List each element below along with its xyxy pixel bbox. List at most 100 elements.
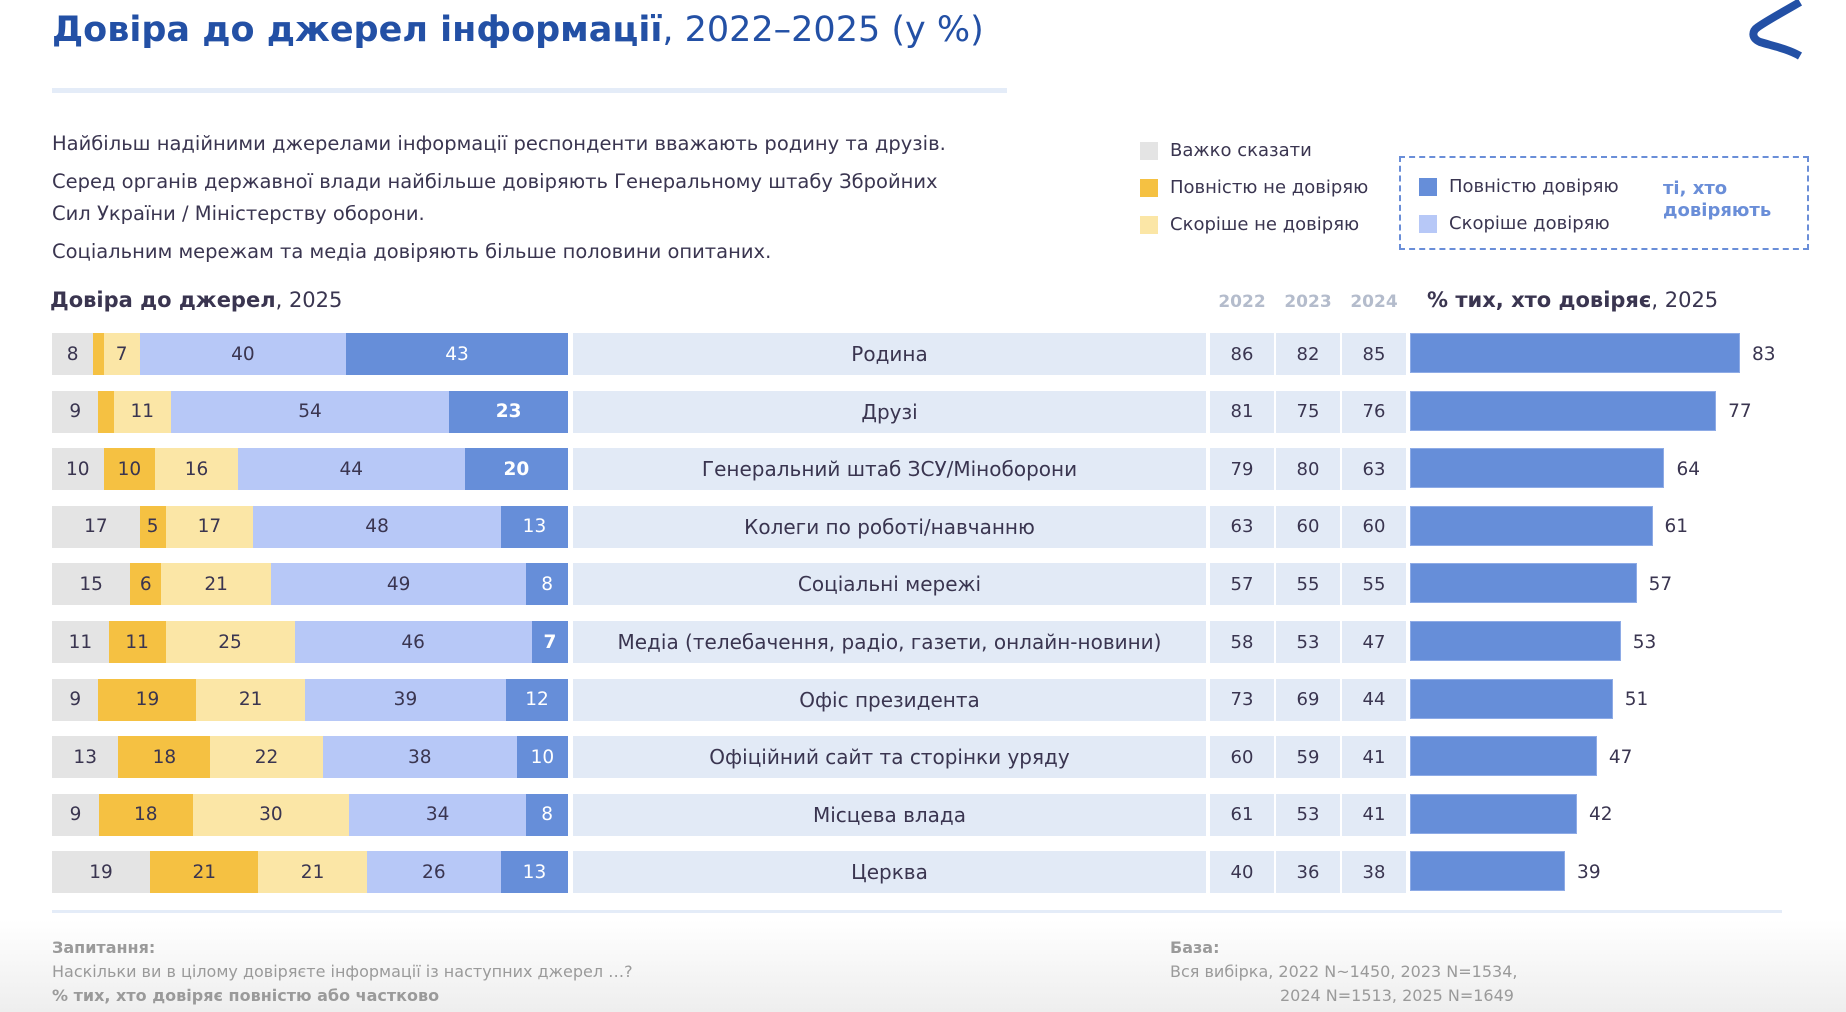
year-value-2022: 81 (1210, 390, 1274, 433)
year-value-2022: 63 (1210, 505, 1274, 548)
category-label: Медіа (телебачення, радіо, газети, онлай… (573, 621, 1206, 663)
segment-rather-distrust: 7 (103, 333, 140, 375)
segment-rather-distrust: 11 (113, 390, 171, 433)
year-value-2023: 60 (1276, 505, 1340, 548)
year-header-2023: 2023 (1284, 292, 1332, 312)
year-value-2024: 41 (1342, 736, 1406, 779)
segment-rather-distrust: 22 (210, 736, 323, 779)
category-label: Родина (573, 333, 1206, 375)
segment-fully-distrust: 5 (139, 505, 166, 548)
legend-distrust: Важко сказати Повністю не довіряю Скоріш… (1140, 132, 1368, 243)
base-label: База: (1170, 938, 1220, 957)
chart-row: 11 11 25 46 7 Медіа (телебачення, радіо, газе… (0, 621, 1846, 663)
segment-rather-distrust: 25 (165, 621, 295, 663)
year-value-2023: 53 (1276, 621, 1340, 663)
category-label: Друзі (573, 390, 1206, 433)
segment-dont-know: 15 (52, 563, 131, 606)
segment-rather-trust: 49 (270, 563, 527, 606)
year-value-2022: 60 (1210, 736, 1274, 779)
page-title: Довіра до джерел інформації, 2022–2025 (… (52, 10, 984, 50)
segment-fully-distrust: 10 (103, 448, 156, 491)
year-value-2024: 63 (1342, 448, 1406, 491)
question-text: Наскільки ви в цілому довіряєте інформац… (52, 962, 633, 981)
category-label: Офіс президента (573, 678, 1206, 721)
chart-row: 17 5 17 48 13 Колеги по роботі/навчанню 63 60 60… (0, 505, 1846, 548)
segment-fully-distrust: 18 (118, 736, 211, 779)
segment-fully-trust: 20 (464, 448, 568, 491)
year-value-2023: 75 (1276, 390, 1340, 433)
chart-row: 19 21 21 26 13 Церква 40 36 38 39 (0, 851, 1846, 894)
year-value-2023: 69 (1276, 678, 1340, 721)
category-label: Соціальні мережі (573, 563, 1206, 606)
trust-2025-bar (1410, 851, 1566, 892)
base-line: Вся вибірка, 2022 N~1450, 2023 N=1534, (1170, 962, 1518, 981)
segment-fully-distrust: 21 (150, 851, 259, 894)
category-label: Церква (573, 851, 1206, 894)
stacked-bar: 19 21 21 26 13 (52, 851, 568, 894)
trust-2025-bar (1410, 505, 1653, 546)
segment-dont-know: 9 (52, 678, 99, 721)
segment-rather-trust: 48 (253, 505, 501, 548)
footer-base: База: Вся вибірка, 2022 N~1450, 2023 N=1… (1170, 936, 1517, 1008)
segment-fully-trust: 23 (449, 390, 568, 433)
trusting-tag-line: довіряють (1663, 200, 1772, 221)
trust-2025-value: 47 (1608, 746, 1633, 768)
category-label: Генеральний штаб ЗСУ/Міноборони (573, 448, 1206, 491)
trusting-tag: ті, хто довіряють (1663, 178, 1771, 222)
segment-fully-trust: 7 (531, 621, 568, 663)
segment-fully-trust: 10 (516, 736, 568, 779)
trust-2025-value: 77 (1728, 401, 1752, 423)
legend-label: Повністю довіряю (1449, 176, 1619, 197)
trust-2025-value: 51 (1624, 689, 1649, 711)
trust-2025-value: 61 (1664, 516, 1689, 538)
legend-item-fully-trust: Повністю довіряю (1419, 168, 1619, 205)
year-value-2022: 73 (1210, 678, 1274, 721)
title-rest: , 2022–2025 (у %) (662, 10, 984, 50)
segment-rather-distrust: 21 (196, 678, 305, 721)
segment-rather-distrust: 21 (258, 851, 367, 894)
segment-dont-know: 19 (52, 851, 151, 894)
segment-rather-trust: 38 (322, 736, 517, 779)
segment-rather-trust: 40 (139, 333, 347, 375)
heading-bold: % тих, хто довіряє (1427, 288, 1652, 312)
year-value-2022: 57 (1210, 563, 1274, 606)
segment-dont-know: 8 (52, 333, 94, 375)
segment-fully-trust: 12 (506, 678, 568, 721)
year-value-2023: 53 (1276, 793, 1340, 836)
segment-fully-distrust: 19 (98, 678, 197, 721)
year-header-2022: 2022 (1218, 292, 1266, 312)
segment-rather-distrust: 30 (192, 793, 350, 836)
segment-fully-trust: 13 (500, 505, 568, 548)
segment-rather-trust: 39 (304, 678, 507, 721)
trust-2025-bar (1410, 621, 1621, 661)
legend-label: Повністю не довіряю (1170, 177, 1369, 198)
segment-rather-trust: 46 (294, 621, 532, 663)
segment-fully-trust: 43 (346, 333, 568, 375)
base-line: 2024 N=1513, 2025 N=1649 (1280, 986, 1514, 1005)
trust-2025-value: 53 (1632, 631, 1657, 653)
trust-2025-bar (1410, 390, 1717, 431)
trust-2025-bar (1410, 333, 1740, 373)
segment-fully-distrust: 18 (98, 793, 193, 836)
year-value-2023: 55 (1276, 563, 1340, 606)
segment-fully-trust: 8 (526, 793, 568, 836)
stacked-chart-heading: Довіра до джерел, 2025 (50, 288, 342, 312)
trust-2025-value: 57 (1648, 573, 1673, 595)
stacked-bar: 15 6 21 49 8 (52, 563, 568, 606)
title-bold: Довіра до джерел інформації (52, 10, 663, 50)
segment-dont-know: 11 (52, 621, 109, 663)
footer-divider (52, 910, 1782, 913)
legend-label: Скоріше не довіряю (1170, 214, 1360, 235)
trusting-tag-line: ті, хто (1663, 178, 1728, 199)
trust-2025-bar (1410, 793, 1577, 834)
trust-chart-heading: % тих, хто довіряє, 2025 (1427, 288, 1718, 312)
trust-2025-bar (1410, 448, 1665, 489)
legend-item-dont-know: Важко сказати (1140, 132, 1368, 169)
category-label: Офіційний сайт та сторінки уряду (573, 736, 1206, 779)
segment-rather-distrust: 16 (155, 448, 238, 491)
chart-row: 8 7 40 43 Родина 86 82 85 83 (0, 333, 1846, 375)
trust-2025-bar (1410, 563, 1637, 604)
year-value-2024: 60 (1342, 505, 1406, 548)
year-value-2022: 58 (1210, 621, 1274, 663)
year-value-2023: 36 (1276, 851, 1340, 894)
